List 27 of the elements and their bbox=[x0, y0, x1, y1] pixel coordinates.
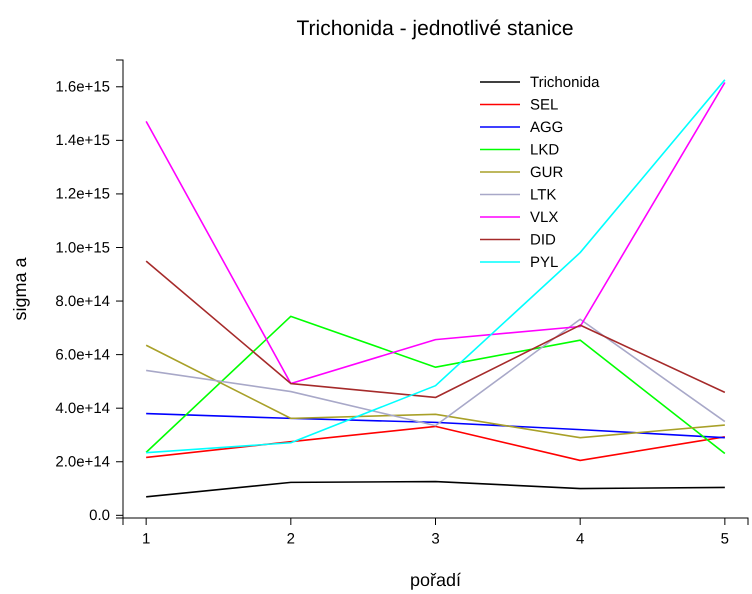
legend-label: GUR bbox=[530, 164, 564, 181]
x-tick-label: 5 bbox=[720, 530, 730, 548]
legend-label: VLX bbox=[530, 209, 558, 226]
y-tick-label: 8.0e+14 bbox=[55, 292, 110, 310]
legend-label: AGG bbox=[530, 119, 564, 136]
y-axis-title: sigma a bbox=[10, 256, 30, 321]
legend-label: DID bbox=[530, 232, 556, 248]
x-axis-title: pořadí bbox=[410, 570, 462, 590]
y-tick-label: 1.6e+15 bbox=[55, 78, 110, 96]
legend-label: PYL bbox=[530, 254, 558, 271]
y-tick-label: 4.0e+14 bbox=[55, 400, 110, 417]
y-tick-label: 0.0 bbox=[89, 507, 110, 524]
legend-label: SEL bbox=[530, 96, 558, 114]
legend-label: LKD bbox=[530, 142, 560, 158]
legend-label: Trichonida bbox=[530, 74, 600, 91]
chart-title: Trichonida - jednotlivé stanice bbox=[296, 17, 574, 40]
y-tick-label: 1.0e+15 bbox=[55, 239, 110, 256]
y-tick-label: 6.0e+14 bbox=[55, 346, 110, 364]
legend-label: LTK bbox=[530, 186, 556, 204]
line-series bbox=[145, 480, 726, 498]
x-tick-label: 3 bbox=[431, 530, 440, 548]
x-tick-label: 4 bbox=[576, 530, 584, 548]
x-tick-label: 1 bbox=[142, 530, 150, 548]
y-tick-label: 2.0e+14 bbox=[55, 454, 110, 471]
y-tick-label: 1.2e+15 bbox=[55, 186, 110, 203]
y-tick-label: 1.4e+15 bbox=[55, 132, 110, 150]
x-tick-label: 2 bbox=[286, 530, 295, 548]
